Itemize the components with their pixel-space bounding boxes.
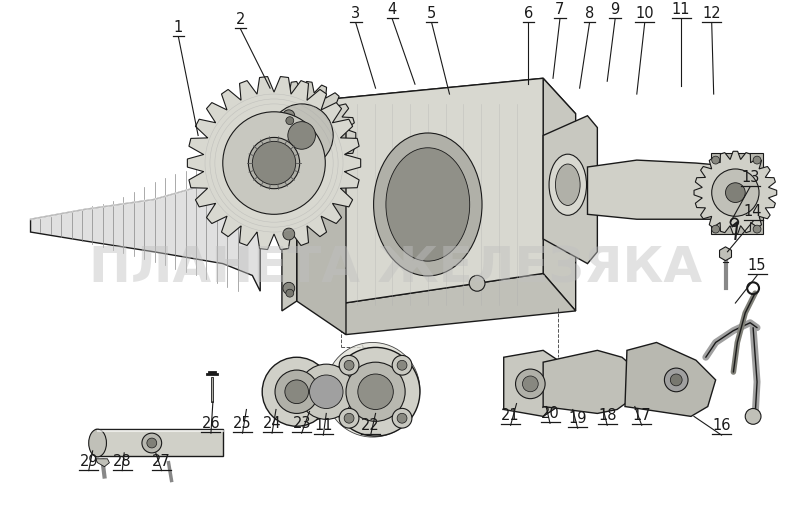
Circle shape [726,183,746,203]
Polygon shape [543,116,598,264]
Circle shape [286,117,294,125]
Polygon shape [247,82,356,189]
Circle shape [515,369,545,399]
Polygon shape [543,350,637,413]
Circle shape [283,282,294,294]
Text: 11: 11 [314,418,333,433]
Circle shape [286,289,294,297]
Polygon shape [311,273,576,334]
Text: 22: 22 [362,418,380,433]
Polygon shape [96,459,110,467]
Polygon shape [30,153,260,291]
Polygon shape [710,153,763,234]
Circle shape [470,275,485,291]
Polygon shape [311,78,543,308]
Polygon shape [543,78,576,311]
Text: 9: 9 [610,2,620,17]
Circle shape [522,376,538,392]
Text: 21: 21 [502,408,520,423]
Polygon shape [187,76,361,249]
Text: 2: 2 [236,12,245,27]
Circle shape [331,347,420,436]
Circle shape [339,408,359,428]
Text: 27: 27 [152,453,171,469]
Circle shape [664,368,688,392]
Circle shape [746,408,761,424]
Text: 23: 23 [292,416,311,431]
Text: 3: 3 [351,6,361,21]
Text: 7: 7 [555,2,565,17]
Circle shape [712,225,719,233]
Text: 15: 15 [748,259,766,273]
Circle shape [298,364,354,419]
Ellipse shape [374,133,482,276]
Polygon shape [282,94,297,311]
Circle shape [344,360,354,370]
Text: 5: 5 [427,6,436,21]
Circle shape [248,137,300,189]
Circle shape [712,156,719,164]
Text: ПЛАНЕТА ЖЕЛЕЗЯКА: ПЛАНЕТА ЖЕЛЕЗЯКА [89,245,702,292]
Circle shape [670,374,682,386]
Text: 13: 13 [741,170,759,185]
Polygon shape [625,343,716,417]
Polygon shape [311,78,576,133]
Circle shape [392,356,412,375]
Circle shape [397,413,407,423]
Polygon shape [504,350,558,417]
Circle shape [262,357,331,426]
Circle shape [346,362,405,421]
Polygon shape [719,247,731,261]
Text: 28: 28 [113,453,131,469]
Text: 17: 17 [633,408,651,423]
Polygon shape [94,429,222,456]
Ellipse shape [386,148,470,261]
Text: 29: 29 [79,453,98,469]
Polygon shape [211,377,213,402]
Text: 16: 16 [712,418,731,433]
Text: 26: 26 [202,416,220,431]
Circle shape [326,343,420,437]
Circle shape [310,375,343,408]
Text: 20: 20 [541,406,559,421]
Text: 12: 12 [702,6,721,21]
Text: 4: 4 [388,2,397,17]
Polygon shape [587,160,755,219]
Circle shape [344,413,354,423]
Ellipse shape [89,429,106,457]
Polygon shape [694,151,777,234]
Circle shape [712,169,759,216]
Text: 10: 10 [635,6,654,21]
Text: 18: 18 [598,408,617,423]
Circle shape [358,374,394,409]
Circle shape [283,164,294,176]
Circle shape [147,438,157,448]
Polygon shape [297,94,346,334]
Text: 1: 1 [174,20,183,35]
Text: 6: 6 [524,6,533,21]
Text: 14: 14 [744,204,762,219]
Circle shape [288,122,315,149]
Text: 25: 25 [233,416,252,431]
Ellipse shape [555,164,580,205]
Circle shape [283,110,294,122]
Ellipse shape [549,154,586,215]
Text: 24: 24 [262,416,282,431]
Circle shape [753,156,761,164]
Circle shape [283,228,294,240]
Circle shape [392,408,412,428]
Circle shape [252,142,296,185]
Text: 19: 19 [568,411,587,426]
Circle shape [397,360,407,370]
Circle shape [142,433,162,453]
Circle shape [285,380,309,404]
Circle shape [339,356,359,375]
Circle shape [270,104,333,167]
Text: 11: 11 [672,2,690,17]
Circle shape [753,225,761,233]
Circle shape [275,370,318,413]
Text: 8: 8 [585,6,594,21]
Circle shape [222,112,326,214]
